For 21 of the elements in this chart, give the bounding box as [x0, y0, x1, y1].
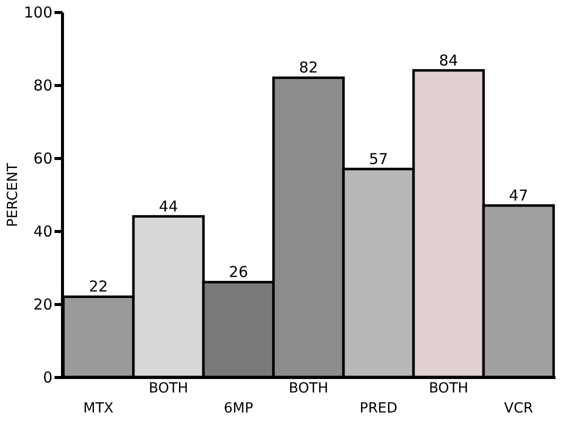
data-label: 84: [439, 51, 458, 70]
y-tick-label: 60: [33, 150, 52, 168]
data-label: 57: [368, 150, 388, 168]
y-tick-label: 20: [33, 296, 52, 314]
x-tick-label: VCR: [504, 400, 534, 416]
x-tick-label: BOTH: [148, 380, 188, 396]
x-tick-label: PRED: [360, 400, 398, 416]
y-axis-title: PERCENT: [4, 162, 21, 227]
y-tick-label: 0: [42, 368, 52, 386]
x-tick-label: MTX: [83, 400, 114, 416]
x-tick-label: 6MP: [224, 400, 254, 416]
y-tick-label: 80: [33, 76, 52, 94]
data-label: 44: [158, 197, 178, 216]
data-label: 26: [228, 263, 248, 282]
y-tick-label: 40: [33, 222, 52, 240]
x-tick-label: BOTH: [428, 380, 468, 396]
y-tick-label: 100: [24, 4, 52, 22]
data-label: 82: [298, 58, 318, 77]
x-tick-label: BOTH: [288, 380, 328, 396]
data-label: 47: [509, 186, 528, 204]
data-label: 22: [88, 278, 108, 296]
